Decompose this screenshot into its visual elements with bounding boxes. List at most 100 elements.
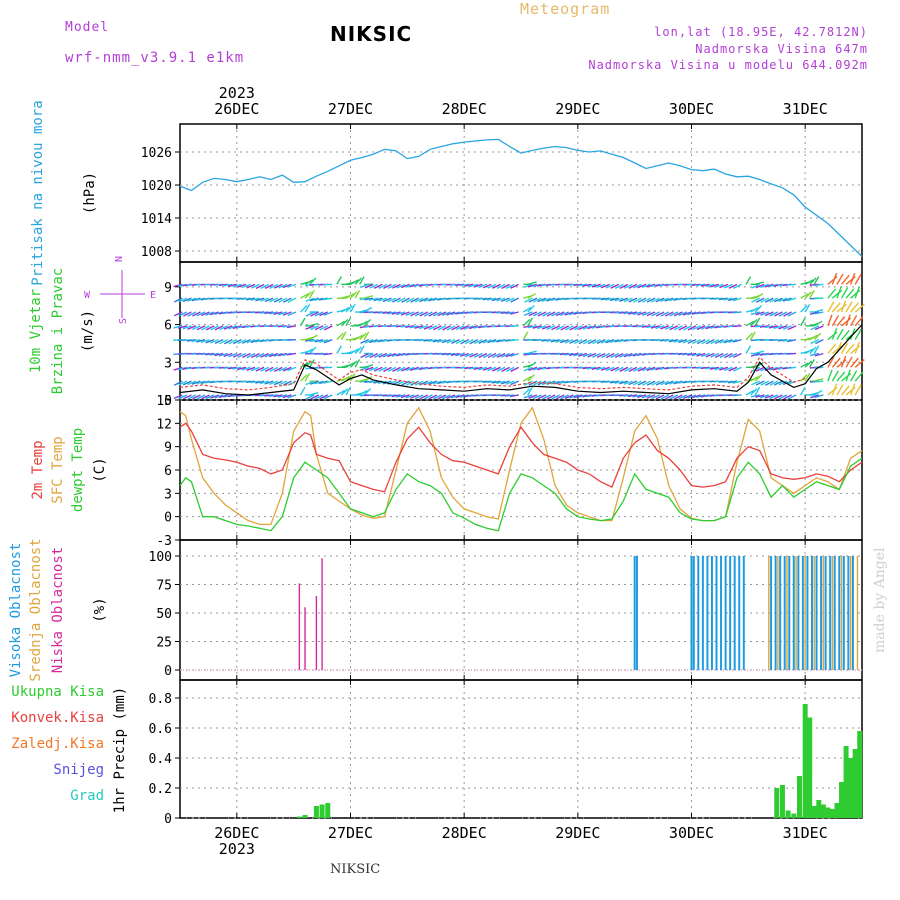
wind-barb: [214, 339, 224, 345]
wind-barb: [468, 283, 478, 288]
wind-barb: [787, 394, 797, 400]
wind-barb: [600, 297, 610, 301]
wind-barb: [560, 325, 570, 331]
wind-barb: [692, 325, 701, 331]
wind-barb: [750, 318, 758, 327]
wind-barb: [255, 283, 265, 289]
wind-barb: [600, 366, 610, 371]
wind-barb: [428, 297, 438, 302]
wind-barb: [760, 297, 770, 303]
wind-barb: [432, 325, 442, 331]
wind-barb: [364, 380, 374, 383]
wind-barb: [500, 380, 510, 385]
precip-bar: [816, 800, 822, 818]
wind-barb: [409, 366, 419, 371]
wind-barb: [778, 380, 788, 386]
wind-barb: [692, 339, 701, 345]
wind-barb: [732, 325, 742, 328]
wind-barb: [304, 279, 314, 285]
wind-barb: [787, 352, 797, 355]
wind-barb: [587, 283, 597, 288]
precip-legend-3: Snijeg: [53, 762, 104, 778]
wind-barb: [560, 394, 570, 400]
wind-barb: [655, 394, 665, 400]
wind-barb: [610, 352, 620, 359]
wind-barb: [205, 394, 215, 400]
wind-barb: [527, 317, 533, 327]
wind-barb: [459, 352, 469, 357]
wind-barb: [246, 297, 256, 301]
wind-barb: [777, 338, 788, 342]
wind-barb: [299, 317, 306, 327]
wind-barb: [323, 380, 333, 384]
wind-barb: [505, 380, 515, 385]
wind-barb: [405, 366, 415, 372]
panel-precip: 0 0.2 0.4 0.6 0.8: [149, 679, 863, 827]
wind-barb: [410, 297, 420, 303]
wind-barb: [259, 380, 269, 385]
wind-barb: [358, 345, 365, 354]
wind-barb: [478, 283, 488, 289]
wind-barb: [569, 339, 579, 344]
wind-barb: [505, 366, 515, 373]
wind-barb: [304, 348, 314, 355]
elevation-label: Nadmorska Visina 647m: [695, 42, 868, 56]
wind-barb: [487, 352, 497, 359]
y-tick-label: 12: [156, 417, 172, 432]
wind-barb: [760, 380, 770, 386]
wind-barb: [755, 311, 765, 316]
wind-barb: [405, 283, 415, 288]
wind-barb: [405, 297, 415, 303]
wind-barb: [687, 311, 697, 316]
wind-barb: [750, 352, 760, 357]
wind-barb: [573, 339, 583, 345]
wind-barb: [496, 380, 506, 385]
wind-barb: [182, 325, 192, 330]
wind-barb: [723, 297, 733, 301]
wind-barb: [509, 325, 519, 328]
wind-barb: [260, 283, 269, 290]
wind-barb: [850, 289, 861, 299]
wind-barb: [400, 283, 410, 289]
wind-barb: [442, 394, 451, 400]
wind-barb: [410, 311, 419, 317]
wind-barb: [473, 366, 483, 371]
wind-barb: [569, 325, 579, 331]
panel-frame: [179, 123, 863, 263]
wind-barb: [728, 366, 738, 372]
wind-barb: [349, 303, 356, 313]
wind-barb: [260, 366, 269, 372]
wind-barb: [573, 394, 583, 399]
wind-barb: [774, 380, 783, 386]
precip-bar: [852, 749, 858, 818]
wind-barb: [809, 359, 815, 368]
wind-barb: [601, 352, 610, 359]
wind-barb: [600, 380, 610, 383]
wind-barb: [423, 297, 433, 302]
wind-barb: [778, 394, 788, 400]
wind-barb: [809, 334, 818, 341]
watermark: made by Angel: [872, 547, 888, 654]
wind-barb: [678, 338, 688, 344]
wind-barb: [836, 286, 842, 299]
wind-barb: [760, 366, 770, 372]
y-tick-label: 6: [164, 319, 172, 334]
y-tick-label: 3: [164, 487, 172, 502]
wind-barb: [455, 339, 465, 345]
wind-barb: [528, 394, 538, 399]
wind-barb: [655, 325, 665, 330]
wind-barb: [546, 394, 556, 400]
wind-barb: [318, 380, 328, 385]
wind-barb: [850, 315, 858, 327]
wind-barb: [241, 366, 251, 371]
wind-barb: [299, 374, 308, 382]
wind-barb: [814, 297, 824, 300]
wind-barb: [396, 352, 406, 357]
wind-barb: [813, 276, 820, 285]
wind-barb: [501, 366, 510, 372]
wind-barb: [804, 360, 813, 368]
wind-barb: [691, 394, 701, 399]
wind-barb: [709, 325, 719, 329]
wind-barb: [182, 338, 192, 342]
wind-barb: [668, 297, 679, 302]
